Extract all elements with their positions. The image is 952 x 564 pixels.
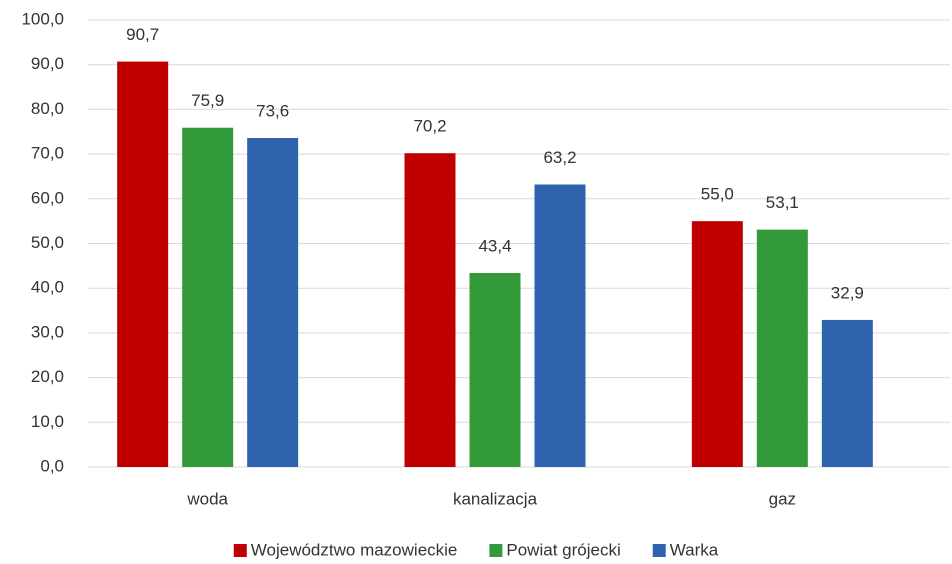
y-tick-label: 100,0 bbox=[21, 9, 64, 28]
legend-label: Warka bbox=[670, 540, 719, 559]
data-label: 75,9 bbox=[191, 91, 224, 110]
bar bbox=[756, 229, 808, 467]
data-label: 63,2 bbox=[543, 148, 576, 167]
data-label: 53,1 bbox=[766, 193, 799, 212]
bar bbox=[691, 221, 743, 467]
bar bbox=[182, 127, 234, 468]
data-label: 32,9 bbox=[831, 283, 864, 302]
legend-label: Województwo mazowieckie bbox=[251, 540, 458, 559]
y-tick-label: 40,0 bbox=[31, 278, 64, 297]
y-tick-label: 60,0 bbox=[31, 188, 64, 207]
y-tick-label: 80,0 bbox=[31, 99, 64, 118]
bar bbox=[247, 138, 299, 467]
bar bbox=[404, 153, 456, 467]
y-tick-label: 90,0 bbox=[31, 54, 64, 73]
y-tick-label: 70,0 bbox=[31, 144, 64, 163]
data-label: 43,4 bbox=[478, 236, 511, 255]
legend-label: Powiat grójecki bbox=[506, 540, 620, 559]
y-tick-label: 50,0 bbox=[31, 233, 64, 252]
y-tick-label: 10,0 bbox=[31, 412, 64, 431]
bar bbox=[117, 61, 169, 468]
x-tick-label: kanalizacja bbox=[453, 489, 538, 508]
y-tick-label: 20,0 bbox=[31, 367, 64, 386]
y-tick-label: 30,0 bbox=[31, 322, 64, 341]
x-tick-label: woda bbox=[186, 489, 228, 508]
legend-swatch bbox=[652, 544, 666, 557]
y-tick-label: 0,0 bbox=[40, 456, 64, 475]
bar bbox=[821, 319, 873, 467]
data-label: 55,0 bbox=[701, 185, 734, 204]
data-label: 73,6 bbox=[256, 101, 289, 120]
bar bbox=[534, 184, 586, 467]
data-label: 90,7 bbox=[126, 25, 159, 44]
legend-swatch bbox=[489, 544, 503, 557]
bar bbox=[469, 273, 521, 467]
legend-swatch bbox=[233, 544, 247, 557]
x-tick-label: gaz bbox=[769, 489, 796, 508]
data-label: 70,2 bbox=[413, 117, 446, 136]
